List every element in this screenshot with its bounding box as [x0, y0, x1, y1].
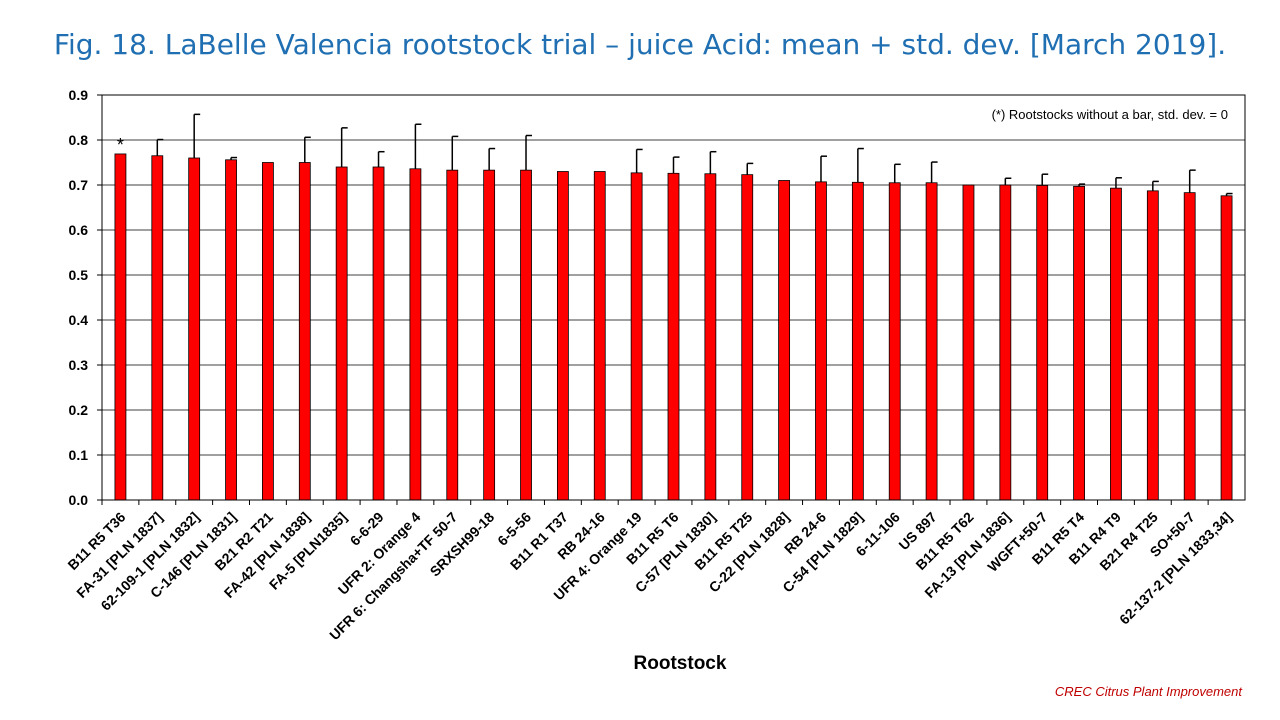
y-tick-label: 0.6	[69, 222, 89, 238]
bar	[1220, 195, 1233, 501]
y-tick-label: 0.1	[69, 447, 89, 463]
bar	[925, 182, 938, 501]
x-axis-title: Rootstock	[634, 653, 727, 674]
y-tick-label: 0.2	[69, 402, 89, 418]
bar	[151, 155, 164, 501]
y-tick-label: 0.5	[69, 267, 89, 283]
bar	[225, 159, 237, 501]
bar	[962, 184, 975, 501]
y-tick-label: 0.4	[69, 312, 89, 328]
bar	[114, 153, 127, 501]
bar	[1146, 190, 1159, 501]
bar	[520, 169, 532, 501]
bar	[409, 168, 422, 501]
plot-frame	[101, 94, 1246, 501]
y-tick-label: 0.3	[69, 357, 89, 373]
bar	[1110, 187, 1122, 501]
bar	[556, 171, 569, 501]
footer-credit: CREC Citrus Plant Improvement	[1054, 684, 1242, 699]
bar	[593, 171, 606, 501]
bar	[1183, 192, 1196, 501]
bar	[851, 181, 864, 501]
bar	[888, 182, 901, 501]
y-axis: 0.0 0.1 0.2 0.3 0.4 0.5 0.6 0.7 0.8 0.9	[69, 87, 1246, 508]
y-tick-label: 0.0	[69, 492, 89, 508]
bar	[188, 157, 201, 501]
chart-title: Fig. 18. LaBelle Valencia rootstock tria…	[53, 28, 1227, 61]
bar	[999, 184, 1012, 501]
bar	[262, 162, 274, 501]
bar	[667, 172, 680, 501]
bar	[704, 173, 717, 501]
y-tick-label: 0.9	[69, 87, 89, 103]
bar	[446, 169, 459, 501]
bar	[1036, 185, 1049, 501]
bar	[335, 166, 348, 501]
bar	[298, 162, 311, 501]
bar	[1073, 185, 1085, 501]
y-tick-label: 0.7	[69, 177, 89, 193]
bar	[778, 180, 791, 501]
bar-series: *	[114, 113, 1233, 501]
bar	[630, 172, 643, 501]
bar	[372, 166, 385, 501]
y-tick-label: 0.8	[69, 132, 89, 148]
chart-note: (*) Rootstocks without a bar, std. dev. …	[992, 107, 1228, 122]
no-error-marker: *	[117, 135, 124, 155]
x-tick-label: SRXSH99-18	[427, 509, 498, 580]
bar	[741, 174, 754, 501]
bar	[815, 181, 827, 501]
bar	[483, 169, 496, 501]
